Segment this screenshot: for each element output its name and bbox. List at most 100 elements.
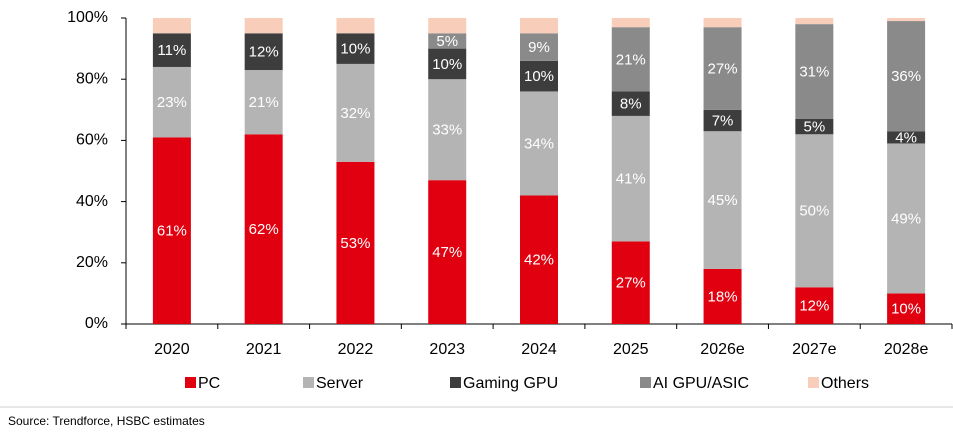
bar-segment <box>244 70 283 135</box>
bar-segment <box>244 18 283 34</box>
legend-label: PC <box>198 375 220 392</box>
data-label: 5% <box>436 33 458 50</box>
data-label: 45% <box>708 192 738 209</box>
bar-segment <box>795 134 834 288</box>
bar-segment <box>520 91 558 196</box>
legend-label: Gaming GPU <box>463 375 558 392</box>
data-label: 49% <box>891 210 921 227</box>
bar-segment <box>520 18 558 34</box>
x-tick-label: 2023 <box>429 341 465 358</box>
data-label: 4% <box>895 129 917 146</box>
data-label: 31% <box>799 64 829 81</box>
bar-segment <box>520 33 558 61</box>
bar-segment <box>611 91 650 116</box>
bar-segment <box>703 131 742 269</box>
bar-segment <box>152 33 191 67</box>
bar-segment <box>795 24 834 119</box>
data-label: 7% <box>712 112 734 129</box>
x-tick-label: 2026e <box>700 341 745 358</box>
bar-segment <box>428 79 467 181</box>
y-tick-label: 40% <box>76 193 108 210</box>
data-label: 11% <box>157 42 186 59</box>
data-label: 27% <box>616 275 646 292</box>
bar-segment <box>336 63 375 162</box>
bar-segment <box>152 137 191 324</box>
legend-label: Server <box>316 375 364 392</box>
data-label: 12% <box>249 44 279 61</box>
bar-segment <box>703 27 742 110</box>
legend-swatch <box>303 377 314 388</box>
bar-segment <box>152 66 191 138</box>
bar-segment <box>428 48 467 80</box>
data-label: 10% <box>891 301 921 318</box>
bar-segment <box>428 18 467 34</box>
source: Source: Trendforce, HSBC estimates <box>8 414 205 428</box>
bar-segment <box>887 18 926 22</box>
legend-swatch <box>640 377 651 388</box>
data-label: 23% <box>157 94 187 111</box>
data-label: 62% <box>249 221 279 238</box>
legend-swatch <box>185 377 196 388</box>
data-label: 5% <box>803 119 825 136</box>
x-tick-label: 2025 <box>613 341 649 358</box>
data-label: 42% <box>524 252 554 269</box>
y-tick-label: 20% <box>76 254 108 271</box>
bar-segment <box>336 18 375 34</box>
bar-segment <box>703 268 742 324</box>
bar-segment <box>887 21 926 132</box>
data-label: 27% <box>708 60 738 77</box>
data-label: 34% <box>524 135 554 152</box>
bar-segment <box>244 134 283 324</box>
legend-swatch <box>450 377 461 388</box>
bar-segment <box>887 143 926 294</box>
data-label: 10% <box>432 56 462 73</box>
bar-segment <box>795 118 834 135</box>
bar-segment <box>703 18 742 28</box>
bar-segment <box>520 195 558 324</box>
y-tick-label: 100% <box>67 9 108 26</box>
data-label: 8% <box>620 96 642 113</box>
data-label: 41% <box>616 171 646 188</box>
legend-label: Others <box>821 375 869 392</box>
bar-segment <box>611 18 650 28</box>
x-tick-label: 2024 <box>521 341 557 358</box>
bar-segment <box>887 131 926 144</box>
data-label: 36% <box>891 68 921 85</box>
bar-segment <box>428 180 467 324</box>
bar-segment <box>887 293 926 324</box>
data-label: 50% <box>799 203 829 220</box>
data-label: 32% <box>340 105 370 122</box>
bar-segment <box>520 60 558 92</box>
x-tick-label: 2020 <box>154 341 190 358</box>
legend-label: AI GPU/ASIC <box>653 375 749 392</box>
bar-segment <box>795 18 834 25</box>
bar-segment <box>611 27 650 92</box>
x-tick-label: 2027e <box>792 341 837 358</box>
bar-segment <box>703 109 742 132</box>
bar-segment <box>336 161 375 324</box>
legend-swatch <box>808 377 819 388</box>
data-label: 21% <box>249 94 279 111</box>
data-label: 53% <box>340 235 370 252</box>
data-label: 9% <box>528 39 550 56</box>
bar-segment <box>795 287 834 324</box>
data-label: 18% <box>708 288 738 305</box>
bar-segment <box>244 33 283 71</box>
data-label: 12% <box>799 298 829 315</box>
data-label: 47% <box>432 244 462 261</box>
x-tick-label: 2028e <box>884 341 929 358</box>
bar-segment <box>611 115 650 242</box>
y-tick-label: 0% <box>85 315 108 332</box>
data-label: 10% <box>340 41 370 58</box>
bar-segment <box>611 241 650 324</box>
x-tick-label: 2021 <box>246 341 282 358</box>
bar-segment <box>336 33 375 64</box>
bar-segment <box>428 33 467 49</box>
bar-segment <box>152 18 191 34</box>
data-label: 33% <box>432 122 462 139</box>
y-tick-label: 80% <box>76 70 108 87</box>
x-tick-label: 2022 <box>338 341 374 358</box>
data-label: 61% <box>157 223 187 240</box>
data-label: 21% <box>616 51 646 68</box>
